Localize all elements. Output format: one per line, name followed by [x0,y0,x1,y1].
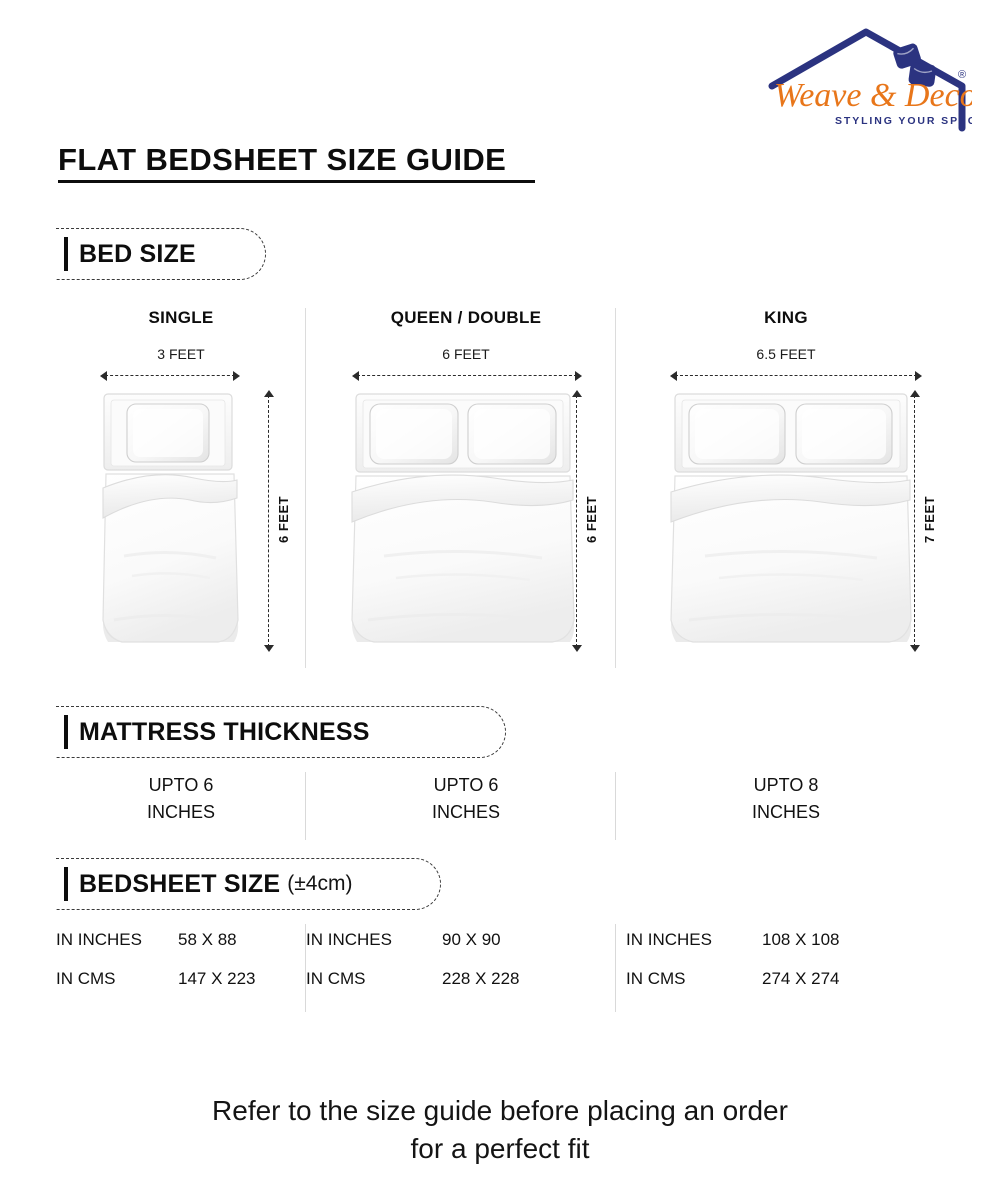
registered-mark: ® [958,69,966,81]
cms-label: IN CMS [626,969,686,988]
column-divider [615,308,616,668]
column-divider [305,772,306,840]
section-heading-bed-size: BED SIZE [56,228,266,280]
svg-text:STYLING YOUR SPACE: STYLING YOUR SPACE [835,115,972,127]
inches-value: 90 X 90 [442,930,501,949]
column-divider [615,924,616,1012]
section-label: MATTRESS THICKNESS [79,717,370,746]
bed-name: KING [764,308,808,327]
inches-value: 58 X 88 [178,930,237,949]
mattress-line-1: UPTO 8 [753,775,819,795]
bed-illustration-queen [344,388,582,653]
inches-label: IN INCHES [626,930,712,949]
size-line-inches: IN INCHES 108 X 108 [626,930,946,969]
pillow-icon-2 [908,62,937,87]
size-line-inches: IN INCHES 90 X 90 [306,930,626,969]
mattress-line-1: UPTO 6 [433,775,499,795]
section-heading-mattress-thickness: MATTRESS THICKNESS [56,706,506,758]
pillow-icon [893,43,921,69]
mattress-value-single: UPTO 6 INCHES [56,772,306,826]
bed-width-label: 6.5 FEET [756,346,816,362]
cms-value: 228 X 228 [442,969,520,988]
mattress-line-2: INCHES [751,802,820,822]
mattress-value-king: UPTO 8 INCHES [626,772,946,826]
width-measure-arrow [100,371,240,381]
bed-height-label: 6 FEET [584,495,599,543]
bed-width-label: 3 FEET [157,346,205,362]
section-label: BED SIZE [79,239,196,268]
mattress-thickness-row: UPTO 6 INCHES UPTO 6 INCHES UPTO 8 INCHE… [56,772,946,844]
cms-label: IN CMS [306,969,366,988]
footer-line-1: Refer to the size guide before placing a… [212,1095,788,1126]
size-line-cms: IN CMS 228 X 228 [306,969,626,1008]
accent-bar [64,237,68,271]
footer-note: Refer to the size guide before placing a… [0,1092,1000,1168]
mattress-line-1: UPTO 6 [148,775,214,795]
mattress-line-2: INCHES [431,802,500,822]
bed-column-single: SINGLE 3 FEET [56,308,306,668]
size-cell-single: IN INCHES 58 X 88 IN CMS 147 X 223 [56,930,306,1008]
size-cell-king: IN INCHES 108 X 108 IN CMS 274 X 274 [626,930,946,1008]
width-measure-arrow [352,371,582,381]
bed-illustration-king [663,388,919,653]
height-measure-arrow [910,390,920,652]
mattress-line-2: INCHES [146,802,215,822]
bed-name: QUEEN / DOUBLE [390,308,542,327]
column-divider [615,772,616,840]
width-measure-arrow [670,371,922,381]
bedsheet-size-row: IN INCHES 58 X 88 IN CMS 147 X 223 IN IN… [56,924,946,1016]
height-measure-arrow [572,390,582,652]
inches-label: IN INCHES [56,930,142,949]
size-line-cms: IN CMS 147 X 223 [56,969,306,1008]
bed-width-label: 6 FEET [442,346,490,362]
section-heading-bedsheet-size: BEDSHEET SIZE (±4cm) [56,858,441,910]
cms-label: IN CMS [56,969,116,988]
bed-height-label: 6 FEET [276,495,291,543]
page-title: FLAT BEDSHEET SIZE GUIDE [58,142,507,177]
mattress-value-queen: UPTO 6 INCHES [306,772,626,826]
footer-line-2: for a perfect fit [410,1133,590,1164]
accent-bar [64,715,68,749]
size-line-cms: IN CMS 274 X 274 [626,969,946,1008]
section-label: BEDSHEET SIZE [79,869,281,898]
bed-column-queen-double: QUEEN / DOUBLE 6 FEET [306,308,626,668]
column-divider [305,308,306,668]
svg-text:Weave & Decor: Weave & Decor [774,77,972,114]
brand-logo: Weave & Decor ® STYLING YOUR SPACE [766,24,972,132]
bed-illustration-single [94,388,246,653]
size-line-inches: IN INCHES 58 X 88 [56,930,306,969]
size-cell-queen: IN INCHES 90 X 90 IN CMS 228 X 228 [306,930,626,1008]
height-measure-arrow [264,390,274,652]
bed-size-columns: SINGLE 3 FEET [56,308,946,668]
inches-value: 108 X 108 [762,930,840,949]
inches-label: IN INCHES [306,930,392,949]
title-underline [58,180,535,183]
cms-value: 274 X 274 [762,969,840,988]
bed-height-label: 7 FEET [922,495,937,543]
cms-value: 147 X 223 [178,969,256,988]
bed-name: SINGLE [148,308,214,327]
accent-bar [64,867,68,901]
bed-column-king: KING 6.5 FEET [626,308,946,668]
tolerance-label: (±4cm) [287,872,353,895]
column-divider [305,924,306,1012]
